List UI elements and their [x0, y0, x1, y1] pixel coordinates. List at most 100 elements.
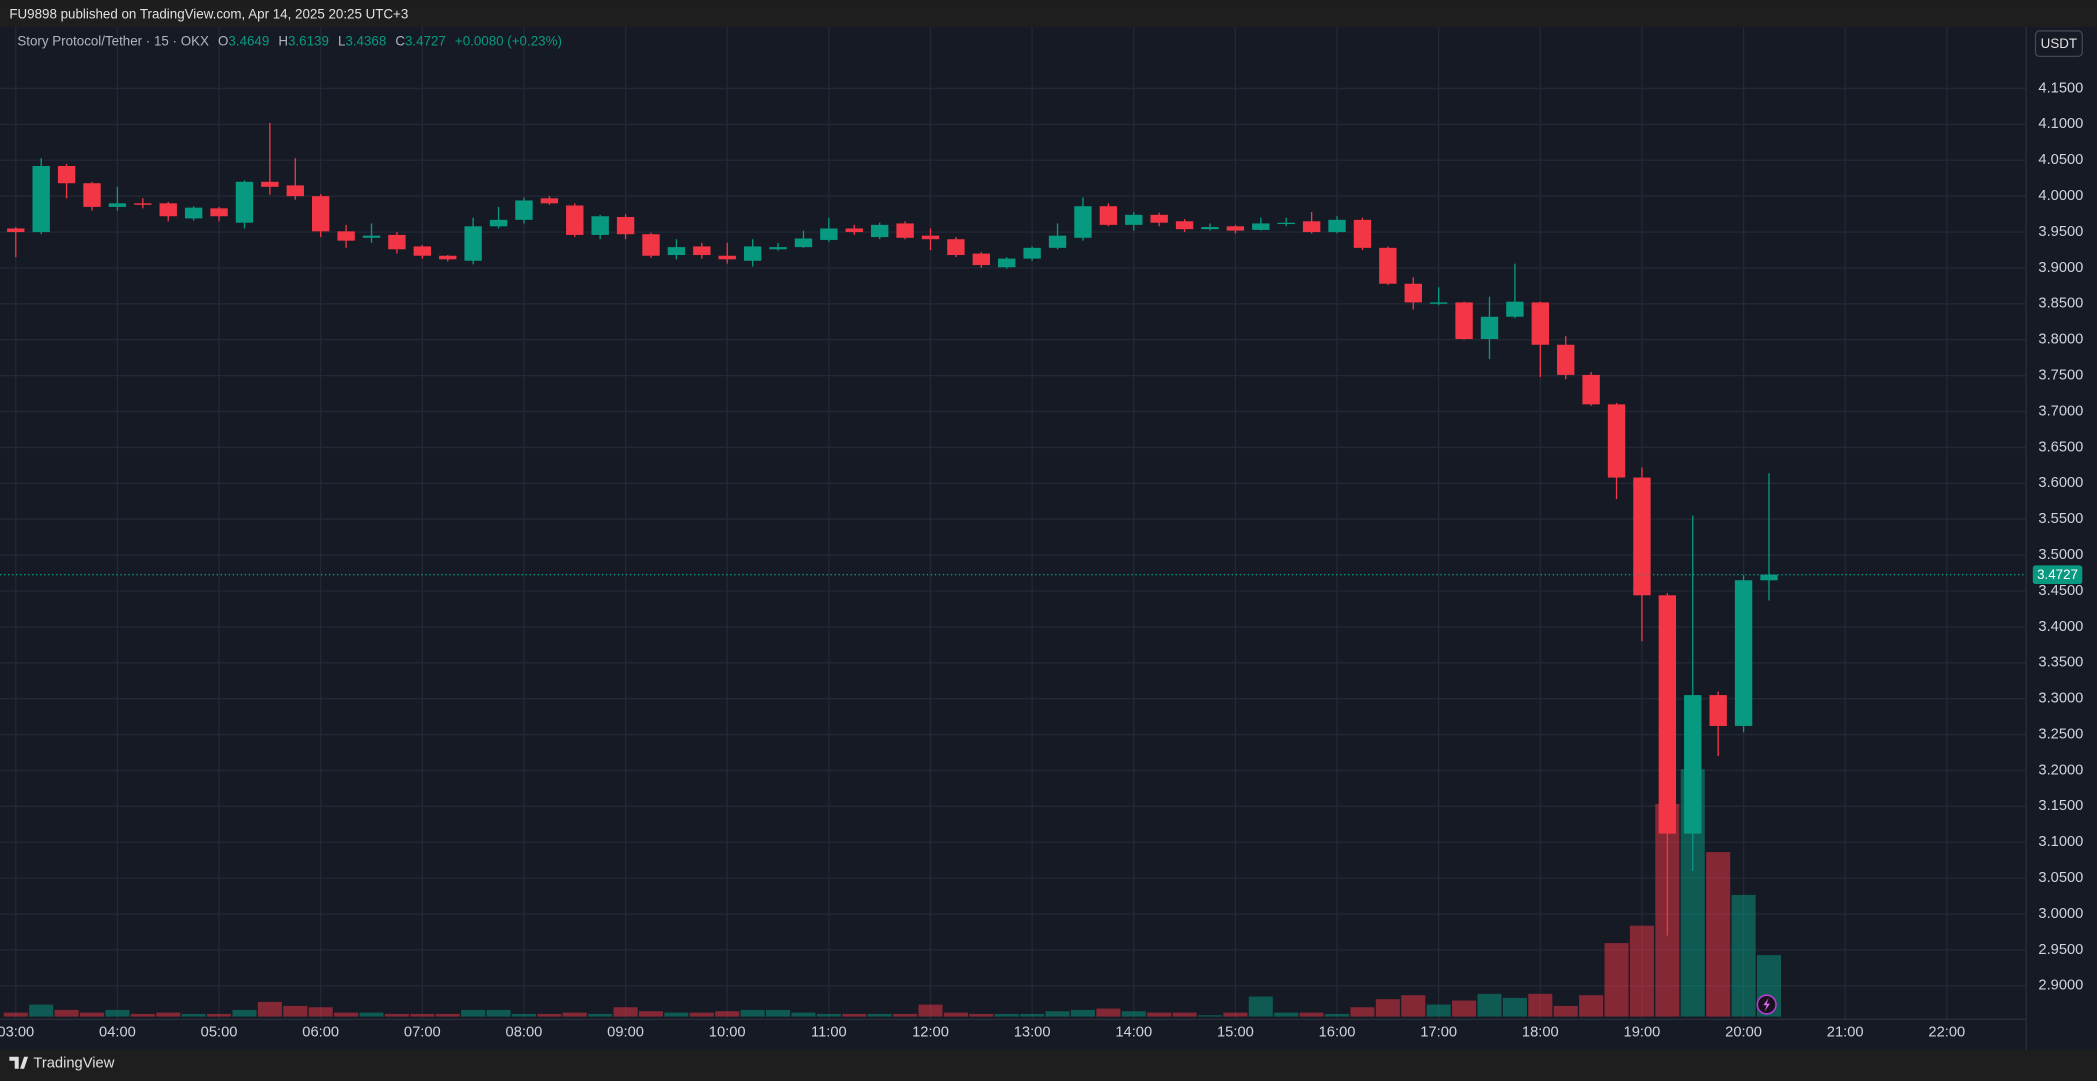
volume-bar: [334, 1012, 359, 1017]
volume-bar: [156, 1012, 181, 1017]
y-tick-label: 3.1000: [2038, 834, 2083, 850]
candle-body: [311, 196, 330, 232]
candle-body: [1709, 695, 1727, 726]
volume-bar: [384, 1013, 409, 1017]
top-bar: [0, 0, 2097, 27]
candle-body: [1379, 247, 1397, 284]
volume-bar: [766, 1009, 791, 1017]
x-tick-label: 04:00: [99, 1025, 136, 1041]
x-tick-label: 06:00: [302, 1025, 339, 1041]
volume-pane: [3, 769, 1782, 1017]
volume-bar: [842, 1013, 867, 1017]
volume-bar: [1299, 1012, 1324, 1017]
candle-body: [1252, 223, 1270, 230]
volume-bar: [791, 1012, 816, 1017]
ohlc-label: O: [218, 33, 228, 48]
x-tick-label: 17:00: [1420, 1025, 1457, 1041]
y-tick-label: 3.0000: [2038, 906, 2083, 922]
candle-body: [1175, 221, 1194, 230]
brand-logo: [9, 1056, 29, 1069]
volume-bar: [29, 1004, 54, 1017]
volume-bar: [1502, 997, 1527, 1017]
y-tick-label: 3.2000: [2038, 762, 2083, 778]
candle-body: [7, 228, 25, 233]
symbol-title: Story Protocol/Tether · 15 · OKX: [17, 33, 209, 48]
candle-body: [845, 228, 863, 233]
volume-bar: [1375, 999, 1400, 1017]
candle-body: [439, 255, 457, 260]
x-tick-label: 16:00: [1319, 1025, 1356, 1041]
candle-body: [718, 255, 736, 260]
candle-body: [896, 223, 914, 238]
y-tick-label: 3.7000: [2038, 403, 2083, 419]
candle-body: [261, 181, 279, 187]
volume-bar: [105, 1009, 130, 1017]
volume-bar: [435, 1013, 460, 1017]
candle-body: [159, 203, 177, 217]
volume-bar: [3, 1012, 28, 1017]
volume-bar: [918, 1004, 943, 1017]
candle-body: [1023, 247, 1041, 259]
candle-body: [1226, 226, 1245, 231]
candle-body: [1760, 574, 1778, 581]
y-tick-label: 3.2500: [2038, 726, 2083, 742]
candle-body: [1277, 222, 1295, 225]
candle-body: [769, 247, 787, 250]
candle-body: [388, 234, 406, 250]
candle-body: [1429, 302, 1448, 304]
x-tick-label: 20:00: [1725, 1025, 1762, 1041]
x-tick-label: 15:00: [1217, 1025, 1254, 1041]
volume-bar: [588, 1013, 613, 1017]
candle-body: [1201, 227, 1219, 230]
candle-body: [921, 235, 940, 240]
x-tick-label: 12:00: [912, 1025, 949, 1041]
candle-body: [1125, 214, 1143, 225]
close-value: 3.4727: [405, 33, 446, 48]
candle-body: [337, 231, 355, 241]
currency-button[interactable]: [2034, 30, 2083, 58]
overlay: 2.9000 2.9500 3.0000 3.0500 3.1000 3.1500 3.20…: [0, 80, 2083, 1041]
volume-bar: [1350, 1007, 1375, 1017]
candle-body: [286, 185, 304, 197]
candle-body: [210, 208, 228, 217]
y-tick-label: 3.9000: [2038, 260, 2083, 276]
volume-bar: [486, 1009, 511, 1017]
volume-bar: [207, 1013, 232, 1017]
x-tick-label: 19:00: [1624, 1025, 1661, 1041]
volume-bar: [283, 1005, 308, 1017]
y-tick-label: 3.0500: [2038, 870, 2083, 886]
candle-body: [1531, 302, 1549, 345]
candle-body: [870, 224, 889, 238]
currency-label[interactable]: USDT: [2041, 36, 2077, 51]
y-tick-label: 3.3500: [2038, 655, 2083, 671]
candle-body: [108, 203, 127, 207]
candle-body: [515, 200, 533, 220]
volume-bar: [562, 1012, 587, 1017]
volume-bar: [359, 1012, 384, 1017]
candle-body: [134, 203, 152, 205]
volume-bar: [232, 1009, 257, 1017]
volume-bar: [257, 1001, 282, 1017]
y-tick-label: 4.1500: [2038, 80, 2083, 96]
candle-body: [1455, 302, 1473, 340]
y-tick-label: 3.3000: [2038, 691, 2083, 707]
volume-bar: [715, 1011, 740, 1017]
x-tick-label: 22:00: [1928, 1025, 1965, 1041]
volume-bar: [994, 1013, 1019, 1017]
y-tick-label: 3.6000: [2038, 475, 2083, 491]
legend: Story Protocol/Tether · 15 · OKX O3.4649…: [17, 33, 562, 48]
volume-bar: [1528, 993, 1553, 1017]
volume-bar: [1020, 1013, 1045, 1017]
y-tick-label: 3.6500: [2038, 439, 2083, 455]
candle-body: [1302, 221, 1321, 233]
y-tick-label: 4.0000: [2038, 188, 2083, 204]
y-tick-label: 3.8500: [2038, 296, 2083, 312]
y-tick-label: 4.0500: [2038, 152, 2083, 168]
x-tick-label: 05:00: [201, 1025, 238, 1041]
candle-body: [1684, 695, 1702, 834]
volume-bar: [1096, 1008, 1121, 1017]
candle-body: [32, 166, 50, 233]
change-value: +0.0080 (+0.23%): [455, 33, 562, 48]
